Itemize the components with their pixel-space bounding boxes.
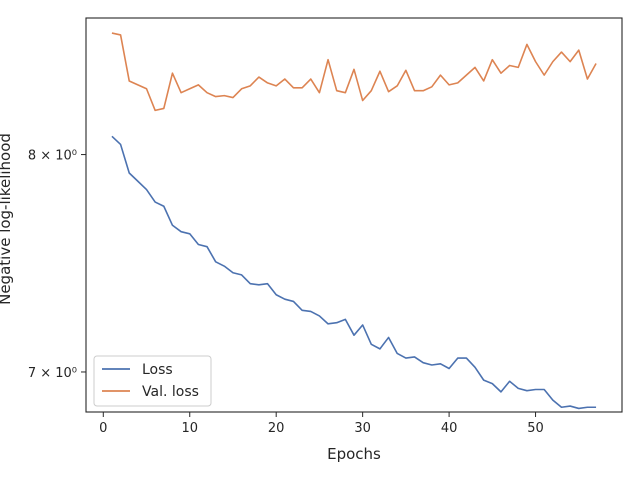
series-line-loss bbox=[111, 135, 597, 410]
x-axis-label: Epochs bbox=[327, 445, 381, 463]
x-tick-label: 30 bbox=[354, 421, 371, 436]
y-axis: 7 × 10⁰ 8 × 10⁰ bbox=[28, 149, 86, 381]
y-tick-label: 7 × 10⁰ bbox=[28, 366, 77, 381]
x-tick-label: 20 bbox=[268, 421, 285, 436]
x-tick-label: 10 bbox=[181, 421, 198, 436]
plot-lines bbox=[111, 32, 597, 410]
y-tick-label: 8 × 10⁰ bbox=[28, 149, 77, 164]
x-axis: 0 10 20 30 40 50 bbox=[99, 412, 544, 436]
legend: Loss Val. loss bbox=[93, 355, 212, 407]
plot-frame bbox=[85, 17, 623, 413]
x-tick-label: 0 bbox=[99, 421, 107, 436]
y-axis-label: Negative log-likelihood bbox=[0, 133, 14, 305]
x-tick-label: 40 bbox=[441, 421, 458, 436]
x-tick-label: 50 bbox=[527, 421, 544, 436]
legend-label: Loss bbox=[142, 362, 173, 378]
legend-label: Val. loss bbox=[142, 384, 199, 400]
series-line-val-loss bbox=[111, 32, 597, 112]
